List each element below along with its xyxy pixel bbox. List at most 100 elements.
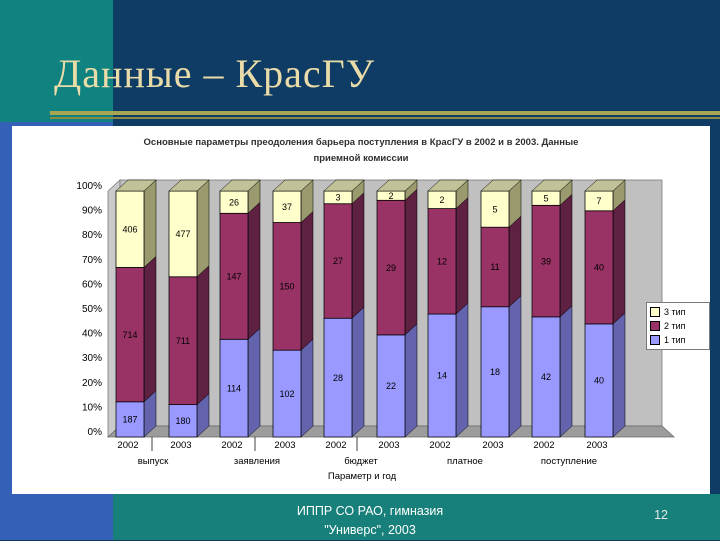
group-label: бюджет bbox=[344, 456, 378, 467]
bar-segment-side bbox=[143, 179, 157, 268]
bar-segment-side bbox=[300, 210, 314, 351]
bar-segment-side bbox=[559, 193, 573, 318]
bar-segment bbox=[219, 338, 249, 438]
bar-top-face bbox=[219, 179, 261, 192]
bar-value-label: 40 bbox=[594, 376, 604, 386]
bar-segment bbox=[115, 190, 145, 268]
bar-value-label: 27 bbox=[333, 256, 343, 266]
footer-text: ИППР СО РАО, гимназия "Универс", 2003 bbox=[160, 502, 580, 541]
bar-value-label: 11 bbox=[490, 262, 499, 272]
y-tick-label: 60% bbox=[82, 279, 102, 290]
bar-segment-side bbox=[196, 179, 210, 278]
bar-value-label: 2 bbox=[439, 195, 444, 205]
bar-segment bbox=[480, 226, 510, 308]
bar-segment-side bbox=[559, 305, 573, 438]
y-tick-label: 100% bbox=[76, 181, 102, 192]
bar-segment-side bbox=[404, 188, 418, 336]
bar-value-label: 26 bbox=[229, 197, 239, 207]
chart-area: Основные параметры преодоления барьера п… bbox=[12, 126, 710, 494]
bar-top-face bbox=[427, 179, 469, 192]
footer-band bbox=[113, 494, 720, 540]
bar-segment bbox=[272, 222, 302, 351]
footer-line1: ИППР СО РАО, гимназия bbox=[296, 504, 444, 518]
page-number: 12 bbox=[654, 508, 668, 522]
bar-segment-side bbox=[455, 197, 469, 315]
bar-segment bbox=[272, 349, 302, 438]
y-tick-label: 70% bbox=[82, 255, 102, 266]
y-tick-label: 20% bbox=[82, 378, 102, 389]
y-tick-label: 90% bbox=[82, 206, 102, 217]
bar-segment bbox=[272, 190, 302, 223]
bar-segment-side bbox=[455, 302, 469, 438]
bar-top-face bbox=[272, 179, 314, 192]
group-label: выпуск bbox=[138, 456, 169, 467]
y-tick-label: 30% bbox=[82, 353, 102, 364]
bar-segment bbox=[584, 210, 614, 325]
bar-segment bbox=[168, 276, 198, 406]
bar-segment bbox=[323, 317, 353, 438]
bar-value-label: 18 bbox=[490, 367, 500, 377]
bar-segment bbox=[323, 203, 353, 319]
bar-segment-side bbox=[612, 312, 626, 438]
x-year-label: 2002 bbox=[533, 440, 554, 451]
title-rule-thick-line bbox=[50, 111, 720, 115]
bar-segment-side bbox=[351, 192, 365, 319]
legend-swatch-type2 bbox=[650, 321, 660, 331]
bar-value-label: 22 bbox=[386, 381, 396, 391]
y-tick-label: 50% bbox=[82, 304, 102, 315]
bar-value-label: 37 bbox=[282, 202, 292, 212]
y-tick-label: 0% bbox=[88, 427, 103, 438]
x-year-label: 2003 bbox=[170, 440, 191, 451]
group-label: поступление bbox=[541, 456, 597, 467]
bar-top-face bbox=[168, 179, 210, 192]
bar-value-label: 5 bbox=[543, 193, 548, 203]
title-rule bbox=[50, 111, 720, 119]
x-year-label: 2003 bbox=[378, 440, 399, 451]
x-year-label: 2003 bbox=[482, 440, 503, 451]
bar-segment-side bbox=[247, 327, 261, 438]
bar-value-label: 477 bbox=[175, 229, 190, 239]
bar-segment-side bbox=[508, 295, 522, 438]
slide-title: Данные – КрасГУ bbox=[54, 51, 376, 96]
bar-value-label: 2 bbox=[388, 191, 393, 201]
bar-segment bbox=[427, 208, 457, 315]
bar-segment bbox=[480, 306, 510, 438]
stacked-bar-chart: 100%90%80%70%60%50%40%30%20%10%0%1877144… bbox=[76, 179, 676, 482]
bar-segment bbox=[115, 267, 145, 403]
legend-swatch-type1 bbox=[650, 335, 660, 345]
x-year-label: 2002 bbox=[429, 440, 450, 451]
bar-segment-side bbox=[143, 255, 157, 403]
bar-segment-side bbox=[508, 215, 522, 308]
bar-value-label: 714 bbox=[122, 330, 137, 340]
bar-value-label: 711 bbox=[176, 336, 190, 346]
bar-top-face bbox=[115, 179, 157, 192]
legend-label-type3: 3 тип bbox=[664, 307, 686, 317]
bar-segment-side bbox=[196, 265, 210, 406]
chart-title: Основные параметры преодоления барьера п… bbox=[143, 137, 579, 164]
x-year-label: 2002 bbox=[117, 440, 138, 451]
legend-item-type3: 3 тип bbox=[650, 307, 706, 317]
bar-segment bbox=[480, 190, 510, 228]
bar-value-label: 114 bbox=[227, 383, 241, 393]
bar-segment bbox=[219, 212, 249, 340]
bar-value-label: 28 bbox=[333, 373, 343, 383]
bar-value-label: 406 bbox=[122, 224, 137, 234]
group-label: заявления bbox=[234, 456, 280, 467]
bar-segment-side bbox=[612, 199, 626, 325]
bar-top-face bbox=[376, 179, 418, 192]
bar-value-label: 39 bbox=[541, 256, 551, 266]
legend-swatch-type3 bbox=[650, 307, 660, 317]
x-year-label: 2003 bbox=[586, 440, 607, 451]
bar-top-face bbox=[531, 179, 573, 192]
legend-item-type2: 2 тип bbox=[650, 321, 706, 331]
bar-value-label: 40 bbox=[594, 263, 604, 273]
x-year-label: 2002 bbox=[221, 440, 242, 451]
y-tick-label: 10% bbox=[82, 402, 102, 413]
legend-label-type2: 2 тип bbox=[664, 321, 686, 331]
x-year-label: 2003 bbox=[274, 440, 295, 451]
bar-value-label: 14 bbox=[437, 371, 447, 381]
bar-value-label: 42 bbox=[541, 372, 551, 382]
bar-segment bbox=[168, 190, 198, 278]
bar-segment bbox=[531, 204, 561, 318]
